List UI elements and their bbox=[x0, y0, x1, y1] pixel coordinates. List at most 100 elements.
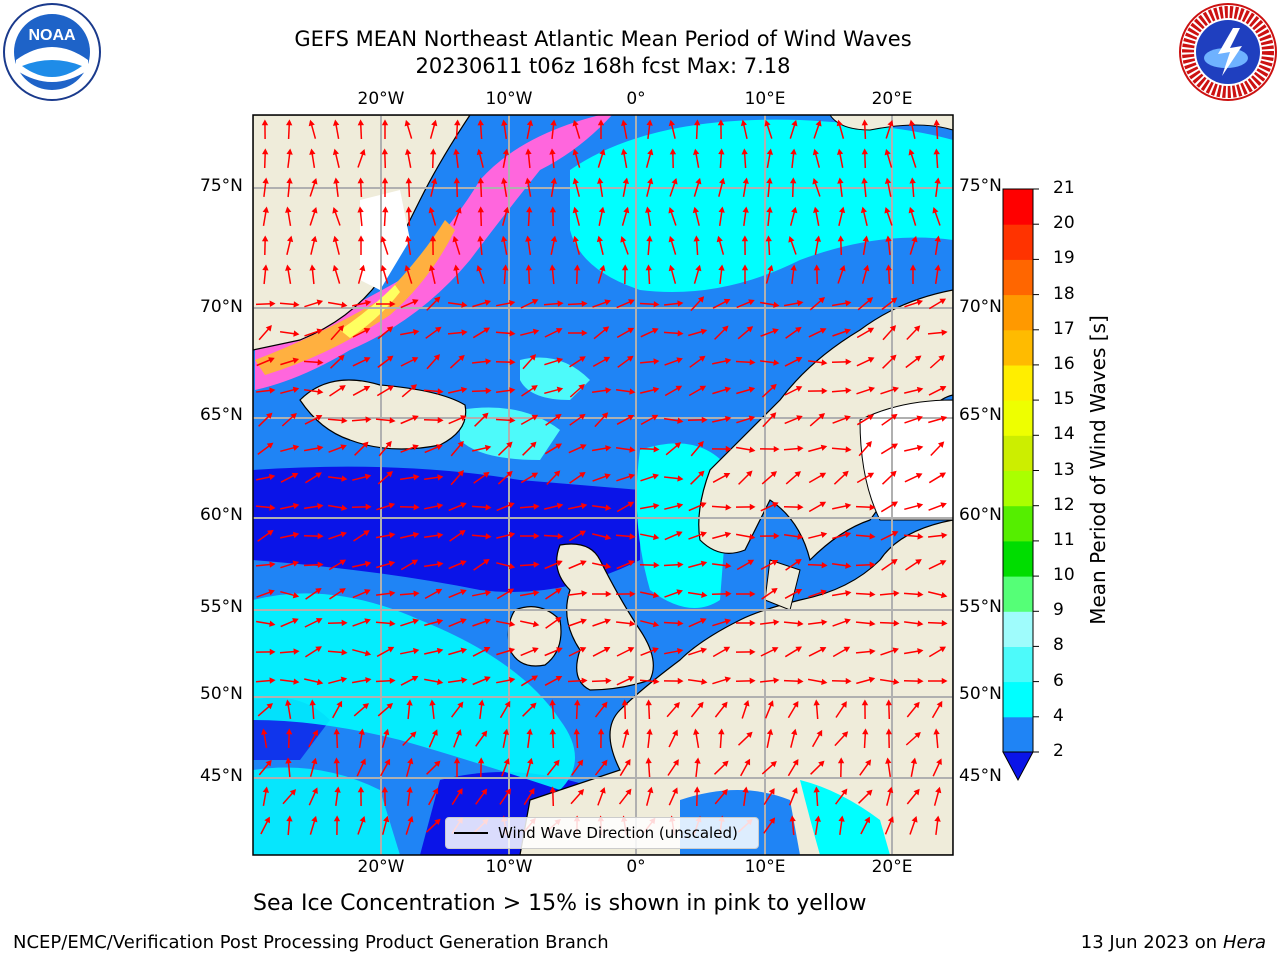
wind-wave-arrow bbox=[400, 618, 420, 627]
wind-wave-arrow bbox=[549, 206, 557, 227]
wind-wave-arrow bbox=[426, 296, 441, 311]
wind-wave-arrow bbox=[717, 119, 725, 140]
wind-wave-arrow bbox=[765, 235, 772, 256]
wind-wave-arrow bbox=[568, 329, 588, 337]
wind-wave-arrow bbox=[669, 178, 678, 197]
wind-wave-arrow bbox=[285, 206, 292, 227]
wind-wave-arrow bbox=[858, 441, 872, 457]
wind-wave-arrow bbox=[426, 760, 441, 775]
wind-wave-arrow bbox=[856, 386, 875, 395]
wind-wave-arrow bbox=[376, 590, 396, 597]
wind-wave-arrow bbox=[837, 177, 844, 197]
wind-wave-arrow bbox=[496, 647, 516, 656]
colorbar-tick-label: 8 bbox=[1053, 635, 1064, 656]
wind-wave-arrow bbox=[428, 729, 438, 748]
wind-wave-arrow bbox=[333, 757, 340, 778]
wind-wave-arrow bbox=[881, 559, 898, 571]
wind-wave-arrow bbox=[789, 815, 796, 836]
wind-wave-arrow bbox=[807, 678, 828, 686]
wind-wave-arrow bbox=[451, 701, 464, 718]
wind-wave-arrow bbox=[308, 787, 318, 806]
wind-wave-arrow bbox=[400, 444, 419, 453]
wind-wave-arrow bbox=[640, 620, 660, 628]
wind-wave-arrow bbox=[449, 354, 465, 369]
wind-wave-arrow bbox=[572, 206, 581, 226]
wind-wave-arrow bbox=[783, 533, 804, 540]
wind-wave-arrow bbox=[618, 788, 632, 805]
wind-wave-arrow bbox=[646, 728, 653, 748]
wind-wave-arrow bbox=[280, 472, 299, 483]
wind-wave-arrow bbox=[333, 815, 341, 836]
wind-wave-arrow bbox=[429, 699, 436, 719]
map-frame bbox=[252, 114, 954, 856]
wind-wave-arrow bbox=[813, 264, 821, 285]
wind-wave-arrow bbox=[569, 413, 586, 426]
wind-wave-arrow bbox=[502, 148, 510, 168]
wind-wave-arrow bbox=[520, 414, 539, 426]
wind-wave-arrow bbox=[692, 148, 700, 168]
wind-wave-arrow bbox=[742, 177, 749, 198]
wind-wave-arrow bbox=[766, 148, 774, 169]
wind-wave-arrow bbox=[454, 119, 461, 140]
wind-wave-arrow bbox=[904, 299, 923, 308]
wind-wave-arrow bbox=[928, 298, 947, 310]
wind-wave-arrow bbox=[257, 529, 274, 542]
wind-wave-arrow bbox=[665, 442, 682, 456]
wind-wave-arrow bbox=[687, 678, 708, 685]
wind-wave-arrow bbox=[663, 417, 684, 424]
wind-wave-arrow bbox=[862, 728, 869, 749]
wind-wave-arrow bbox=[544, 443, 563, 455]
wind-wave-arrow bbox=[255, 300, 276, 308]
wind-wave-arrow bbox=[619, 758, 631, 777]
wind-wave-arrow bbox=[352, 560, 372, 568]
wind-wave-arrow bbox=[472, 327, 491, 339]
wind-wave-arrow bbox=[735, 446, 756, 453]
wind-wave-arrow bbox=[741, 235, 749, 256]
wind-wave-arrow bbox=[838, 206, 846, 226]
wind-wave-arrow bbox=[812, 206, 820, 226]
wind-wave-arrow bbox=[453, 729, 462, 748]
wind-wave-arrow bbox=[404, 264, 413, 284]
wind-wave-arrow bbox=[597, 728, 605, 749]
wind-wave-arrow bbox=[544, 647, 563, 657]
wind-wave-arrow bbox=[332, 148, 340, 168]
wind-wave-arrow bbox=[309, 757, 318, 777]
wind-wave-arrow bbox=[255, 620, 276, 627]
wind-wave-arrow bbox=[429, 235, 437, 256]
wind-wave-arrow bbox=[664, 502, 684, 510]
wind-wave-arrow bbox=[906, 788, 920, 805]
ireland bbox=[507, 606, 562, 667]
wind-wave-arrow bbox=[545, 616, 562, 629]
wind-wave-arrow bbox=[380, 235, 389, 255]
wind-wave-arrow bbox=[381, 786, 389, 807]
wind-wave-arrow bbox=[472, 589, 492, 597]
great-britain bbox=[556, 543, 654, 691]
wind-wave-arrow bbox=[424, 444, 443, 454]
wind-wave-arrow bbox=[664, 589, 683, 598]
wind-wave-arrow bbox=[788, 236, 797, 255]
wind-wave-arrow bbox=[333, 177, 340, 197]
wind-wave-arrow bbox=[520, 647, 539, 657]
wind-wave-arrow bbox=[351, 503, 372, 511]
wind-wave-arrow bbox=[304, 678, 324, 686]
wind-wave-arrow bbox=[759, 445, 780, 453]
wind-wave-arrow bbox=[519, 561, 540, 568]
wind-wave-arrow bbox=[790, 148, 797, 168]
wind-wave-arrow bbox=[472, 358, 492, 365]
wind-wave-arrow bbox=[501, 119, 508, 140]
wind-wave-arrow bbox=[262, 148, 269, 169]
wind-wave-arrow bbox=[784, 385, 803, 396]
wind-wave-arrow bbox=[904, 415, 923, 424]
wind-wave-arrow bbox=[591, 504, 612, 511]
wind-wave-arrow bbox=[381, 815, 390, 835]
wind-wave-arrow bbox=[855, 620, 876, 627]
wind-wave-arrow bbox=[808, 328, 827, 338]
wind-wave-arrow bbox=[885, 699, 892, 720]
wind-wave-arrow bbox=[357, 177, 365, 198]
wind-wave-arrow bbox=[568, 590, 588, 597]
wind-wave-arrow bbox=[880, 501, 899, 513]
wind-wave-arrow bbox=[808, 444, 828, 453]
wind-wave-arrow bbox=[905, 355, 922, 369]
wind-wave-arrow bbox=[855, 561, 876, 569]
wind-wave-arrow bbox=[640, 386, 660, 394]
